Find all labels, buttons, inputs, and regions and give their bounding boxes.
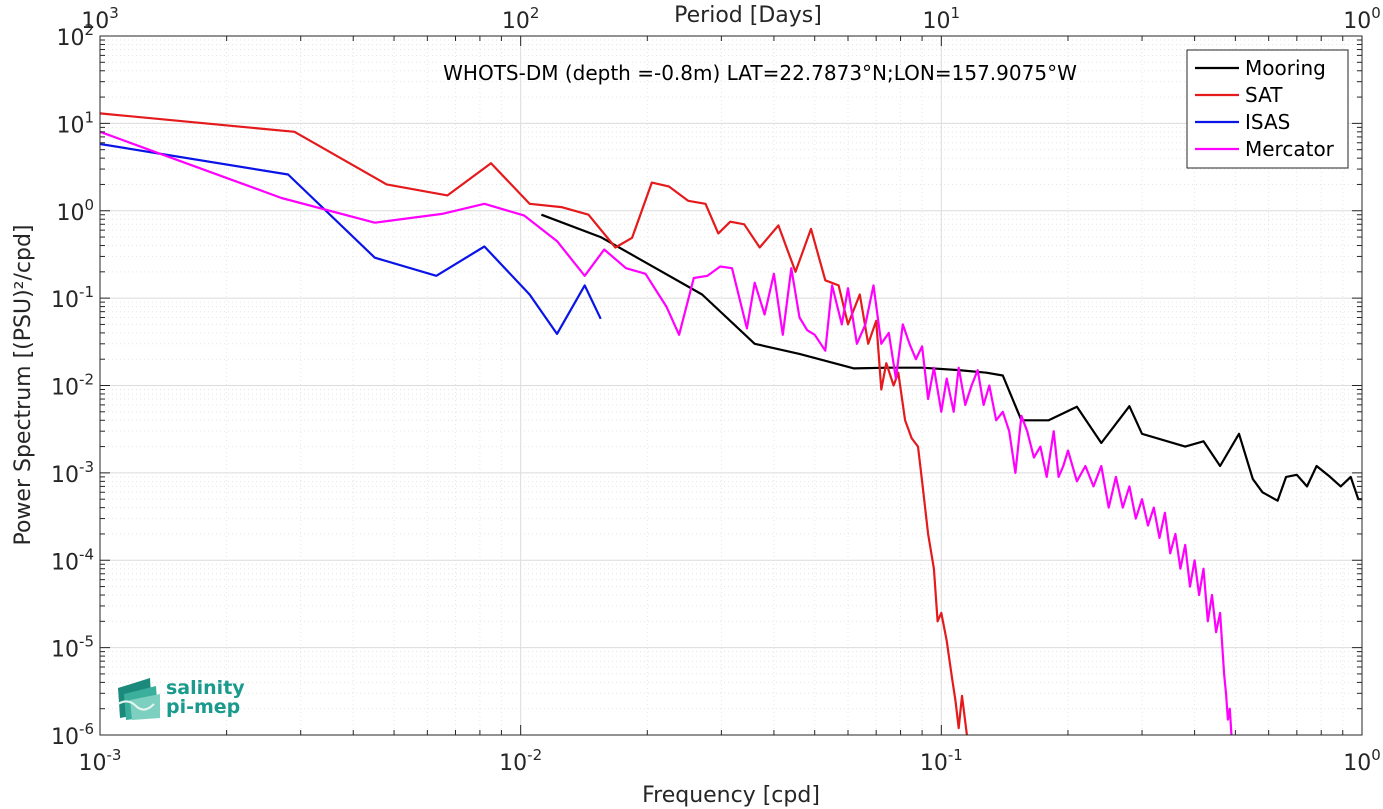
top-tick-label: 101 — [923, 4, 961, 34]
y-tick-label: 100 — [56, 196, 94, 226]
y-tick-label: 10-4 — [51, 545, 94, 575]
logo-line-2: pi-mep — [166, 696, 240, 718]
y-tick-label: 102 — [56, 21, 94, 51]
y-axis-label: Power Spectrum [(PSU)²/cpd] — [11, 224, 36, 545]
legend: Mooring SAT ISAS Mercator — [1186, 49, 1349, 169]
legend-label-mooring: Mooring — [1245, 56, 1326, 80]
top-tick-label: 102 — [502, 4, 540, 34]
legend-label-mercator: Mercator — [1245, 137, 1335, 161]
top-tick-label: 100 — [1343, 4, 1381, 34]
x-tick-label: 10-2 — [499, 746, 542, 776]
salinity-pi-mep-logo: salinity pi-mep — [117, 677, 245, 720]
logo-line-1: salinity — [166, 677, 245, 699]
series-line-mercator — [100, 130, 1233, 735]
legend-label-isas: ISAS — [1245, 110, 1290, 134]
series-line-sat — [100, 112, 969, 735]
y-tick-label: 10-3 — [51, 458, 94, 488]
chart-title: WHOTS-DM (depth =-0.8m) LAT=22.7873°N;LO… — [443, 61, 1077, 85]
top-tick-label: 103 — [81, 4, 119, 34]
x-tick-label: 10-3 — [79, 746, 122, 776]
x-axis-label: Frequency [cpd] — [642, 783, 820, 808]
x-tick-label: 100 — [1343, 746, 1381, 776]
y-tick-label: 10-2 — [51, 371, 94, 401]
series-layer — [100, 112, 1362, 735]
y-tick-label: 10-6 — [51, 720, 94, 750]
x-tick-label: 10-1 — [920, 746, 963, 776]
ticks-layer — [99, 36, 1362, 736]
logo-wave-icon — [117, 678, 160, 720]
series-line-mooring — [541, 213, 1362, 502]
y-tick-label: 10-5 — [51, 633, 94, 663]
legend-label-sat: SAT — [1245, 83, 1283, 107]
y-tick-label: 10-1 — [51, 283, 94, 313]
series-line-isas — [100, 142, 602, 335]
top-axis-label: Period [Days] — [674, 3, 822, 28]
y-tick-label: 101 — [56, 108, 94, 138]
